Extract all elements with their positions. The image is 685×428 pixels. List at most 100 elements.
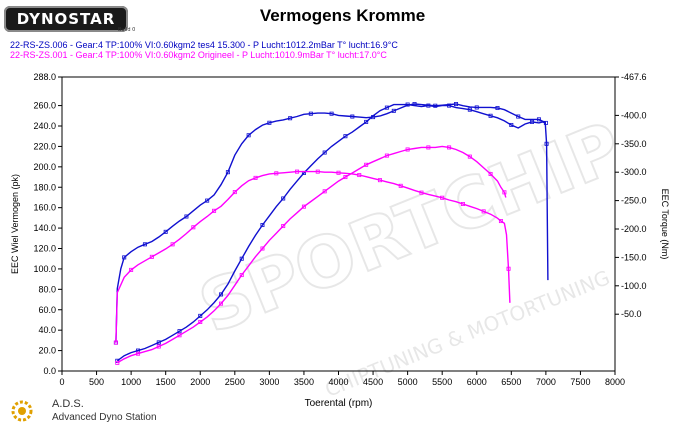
x-tick-label: 1500 xyxy=(156,377,176,387)
data-point xyxy=(460,202,465,207)
series-line-torque-2 xyxy=(115,170,511,343)
chart-title: Vermogens Kromme xyxy=(259,6,426,25)
x-tick-label: 5500 xyxy=(432,377,452,387)
x-tick-label: 6000 xyxy=(467,377,487,387)
data-point xyxy=(364,162,369,167)
ads-subtitle: Advanced Dyno Station xyxy=(52,412,157,423)
data-point xyxy=(308,111,313,116)
y-tick-label: 220.0 xyxy=(33,141,56,151)
data-point xyxy=(543,120,548,125)
data-point xyxy=(205,198,210,203)
data-point xyxy=(384,153,389,158)
x-tick-label: 4500 xyxy=(363,377,383,387)
data-point xyxy=(218,292,223,297)
data-point xyxy=(156,344,161,349)
data-point xyxy=(454,102,459,107)
data-point xyxy=(498,219,503,224)
data-point xyxy=(267,120,272,125)
data-point xyxy=(232,190,237,195)
y-tick-label: 20.0 xyxy=(38,346,56,356)
data-point xyxy=(253,175,258,180)
data-point xyxy=(246,133,251,138)
x-tick-label: 6500 xyxy=(501,377,521,387)
data-point xyxy=(447,103,452,108)
y-tick-label: 240.0 xyxy=(33,121,56,131)
x-tick-label: 3000 xyxy=(259,377,279,387)
data-point xyxy=(516,114,521,119)
data-point xyxy=(260,223,265,228)
y2-tick-label: -200.0 xyxy=(621,224,647,234)
data-point xyxy=(225,170,230,175)
y-tick-label: 288.0 xyxy=(33,72,56,82)
ads-logo-icon xyxy=(11,400,33,422)
data-point xyxy=(142,242,147,247)
x-tick-label: 2500 xyxy=(225,377,245,387)
y-tick-label: 200.0 xyxy=(33,162,56,172)
ads-brand: A.D.S. Advanced Dyno Station xyxy=(6,396,206,426)
data-point xyxy=(488,113,493,118)
x-axis-label: Toerental (rpm) xyxy=(305,398,373,409)
data-point xyxy=(191,225,196,230)
svg-text:SPORTCHIP: SPORTCHIP xyxy=(188,106,633,349)
dynostar-logo: DYNOSTAR xyxy=(4,6,128,32)
x-tick-label: 5000 xyxy=(398,377,418,387)
data-point xyxy=(391,108,396,113)
y-tick-label: 60.0 xyxy=(38,305,56,315)
data-point xyxy=(295,169,300,174)
data-point xyxy=(136,351,141,356)
data-point xyxy=(301,204,306,209)
data-point xyxy=(122,255,127,260)
data-point xyxy=(343,134,348,139)
data-point xyxy=(506,266,511,271)
y2-tick-label: -100.0 xyxy=(621,281,647,291)
y2-tick-label: -250.0 xyxy=(621,196,647,206)
data-point xyxy=(281,196,286,201)
data-point xyxy=(350,114,355,119)
y-tick-label: 260.0 xyxy=(33,101,56,111)
data-point xyxy=(315,169,320,174)
x-tick-label: 7000 xyxy=(536,377,556,387)
data-point xyxy=(239,256,244,261)
data-point xyxy=(149,254,154,259)
data-point xyxy=(405,147,410,152)
data-point xyxy=(129,267,134,272)
data-point xyxy=(364,119,369,124)
data-point xyxy=(156,340,161,345)
data-point xyxy=(322,189,327,194)
y2-tick-label: -150.0 xyxy=(621,252,647,262)
data-point xyxy=(398,183,403,188)
logo-text: DYNOSTAR xyxy=(16,10,116,28)
series-line-power-3 xyxy=(116,145,507,364)
y2-tick-label: -400.0 xyxy=(621,110,647,120)
data-point xyxy=(405,102,410,107)
ads-name: A.D.S. xyxy=(52,398,84,410)
x-tick-label: 500 xyxy=(89,377,104,387)
x-tick-label: 8000 xyxy=(605,377,625,387)
x-tick-label: 1000 xyxy=(121,377,141,387)
data-point xyxy=(426,145,431,150)
data-point xyxy=(495,106,500,111)
data-point xyxy=(544,141,549,146)
data-point xyxy=(322,150,327,155)
data-point xyxy=(488,171,493,176)
watermark: SPORTCHIP CHIPTUNING & MOTORTUNING xyxy=(187,105,634,402)
data-point xyxy=(377,178,382,183)
y-tick-label: 100.0 xyxy=(33,264,56,274)
data-point xyxy=(281,224,286,229)
y2-axis-label: EEC Torque (Nm) xyxy=(660,189,670,260)
data-point xyxy=(467,107,472,112)
y-tick-label: 40.0 xyxy=(38,325,56,335)
data-point xyxy=(384,105,389,110)
data-point xyxy=(115,360,120,365)
data-point xyxy=(474,105,479,110)
y2-tick-label: -300.0 xyxy=(621,167,647,177)
logo-subtext: Build 0 xyxy=(118,27,136,33)
data-point xyxy=(440,195,445,200)
data-point xyxy=(336,170,341,175)
data-point xyxy=(198,313,203,318)
data-point xyxy=(177,333,182,338)
y-tick-label: 180.0 xyxy=(33,182,56,192)
data-point xyxy=(212,208,217,213)
series-line-power-1 xyxy=(116,103,547,362)
y-tick-label: 140.0 xyxy=(33,223,56,233)
